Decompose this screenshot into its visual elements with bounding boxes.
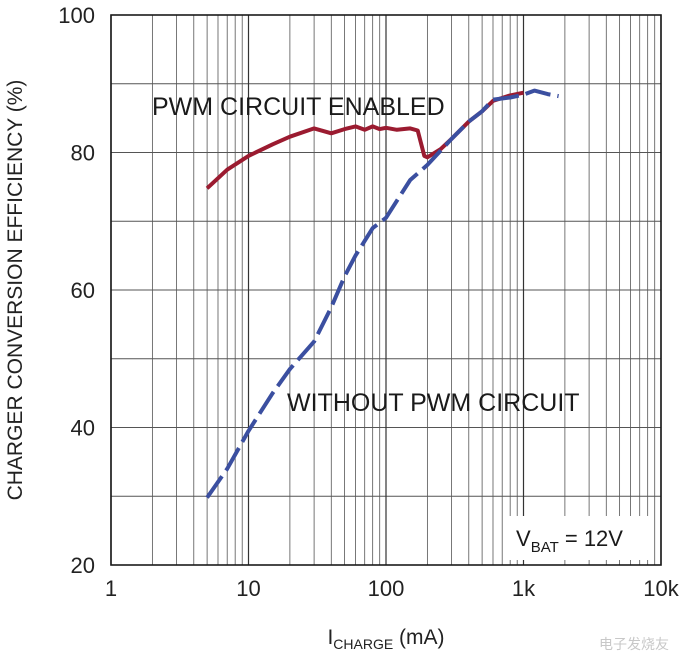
condition-rest: = 12V [559, 526, 624, 551]
y-tick-label: 40 [71, 416, 95, 441]
condition-label: VBAT = 12V [516, 526, 623, 556]
x-tick-label: 100 [368, 576, 405, 601]
x-tick-label: 10k [643, 576, 679, 601]
condition-v: V [516, 526, 531, 551]
y-tick-label: 100 [58, 3, 95, 28]
plot-frame [110, 14, 662, 566]
y-tick-label: 60 [71, 278, 95, 303]
x-axis-title-main: I [327, 626, 333, 649]
series-line-without-pwm [205, 88, 559, 499]
y-tick-label: 20 [71, 553, 95, 578]
x-axis-title-sub: CHARGE [333, 636, 393, 652]
y-tick-labels: 20 40 60 80 100 [58, 3, 95, 578]
annotation-pwm-enabled: PWM CIRCUIT ENABLED [152, 93, 445, 121]
series-layer [205, 88, 559, 499]
condition-box [507, 516, 653, 560]
y-axis-title: CHARGER CONVERSION EFFICIENCY (%) [4, 80, 27, 501]
x-axis-title-unit: (mA) [393, 626, 444, 649]
x-tick-labels: 1 10 100 1k 10k [105, 576, 680, 601]
watermark: 电子发烧友 [599, 637, 669, 653]
condition-sub: BAT [531, 539, 559, 556]
x-tick-label: 10 [236, 576, 260, 601]
y-tick-label: 80 [71, 141, 95, 166]
x-tick-label: 1 [105, 576, 117, 601]
x-tick-label: 1k [512, 576, 536, 601]
x-axis-title: ICHARGE (mA) [327, 626, 444, 652]
annotation-without-pwm: WITHOUT PWM CIRCUIT [287, 389, 580, 417]
